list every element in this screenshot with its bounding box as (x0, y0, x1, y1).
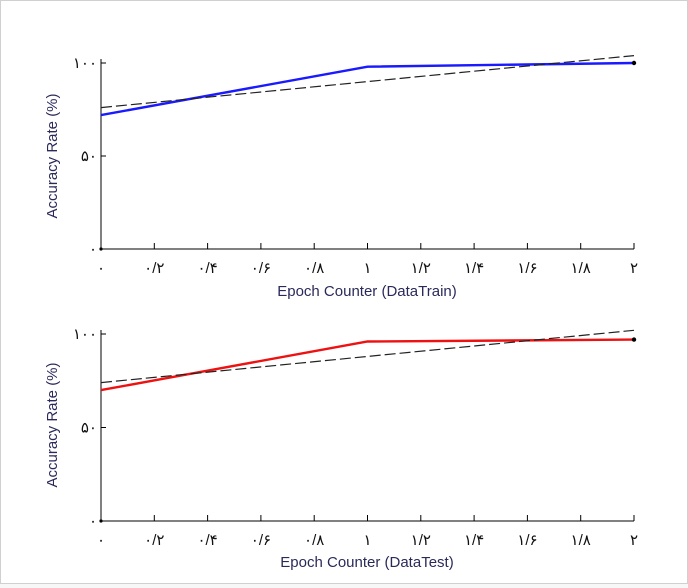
top-chart-x-tick-label: ٠/۴ (197, 260, 217, 277)
bottom-chart-x-tick-label: ٠/۴ (197, 532, 217, 549)
bottom-chart-trend-line-dashed (100, 329, 635, 384)
bottom-chart-origin-marker (99, 519, 103, 523)
bottom-chart-y-tick-label: ١٠٠ (73, 326, 97, 343)
bottom-chart-y-tick-label: ۵٠ (81, 420, 97, 437)
bottom-chart-x-tick-label: ١/۶ (517, 532, 537, 549)
top-chart-x-tick-label: ١/۴ (464, 260, 484, 277)
bottom-chart-x-tick-label: ١/٢ (411, 532, 431, 549)
bottom-chart-x-tick-label: ٠/٢ (144, 532, 164, 549)
bottom-chart-y-axis-label: Accuracy Rate (%) (44, 362, 61, 487)
bottom-chart-x-axis-label: Epoch Counter (DataTest) (280, 554, 453, 571)
top-chart-x-axis-label: Epoch Counter (DataTrain) (277, 283, 457, 300)
bottom-chart-x-tick-label: ٢ (630, 532, 638, 549)
bottom-chart-accuracy-line (100, 338, 635, 392)
top-chart-end-marker (631, 60, 637, 66)
top-chart-x-tick-label: ٠/٢ (144, 260, 164, 277)
top-chart-x-tick-label: ١/٨ (571, 260, 591, 277)
top-chart-y-tick-label: ١٠٠ (73, 55, 97, 72)
top-chart-x-tick-label: ١ (363, 260, 371, 277)
bottom-chart-x-tick-label: ١ (363, 532, 371, 549)
bottom-chart-x-tick-label: ٠/٨ (304, 532, 324, 549)
top-chart-origin-marker (99, 247, 103, 251)
top-chart-y-axis-label: Accuracy Rate (%) (44, 93, 61, 218)
bottom-chart-x-tick-label: ١/۴ (464, 532, 484, 549)
top-chart-y-tick-label: ٠ (89, 241, 97, 258)
top-chart-y-tick-label: ۵٠ (81, 148, 97, 165)
bottom-chart-end-marker (631, 337, 637, 342)
top-chart-accuracy-line (100, 61, 635, 117)
bottom-chart-x-tick-label: ٠ (97, 532, 105, 549)
bottom-chart-x-tick-label: ٠/۶ (251, 532, 271, 549)
top-chart-x-tick-label: ١/۶ (517, 260, 537, 277)
bottom-chart-panel: Accuracy Rate (%) Epoch Counter (DataTes… (44, 326, 638, 571)
top-chart-x-tick-label: ٠/٨ (304, 260, 324, 277)
top-chart-x-tick-label: ١/٢ (411, 260, 431, 277)
top-chart-x-tick-label: ٢ (630, 260, 638, 277)
top-chart-panel: Accuracy Rate (%) Epoch Counter (DataTra… (44, 55, 638, 300)
top-chart-x-tick-label: ٠ (97, 260, 105, 277)
bottom-chart-x-tick-label: ١/٨ (571, 532, 591, 549)
bottom-chart-y-tick-label: ٠ (89, 513, 97, 530)
top-chart-trend-line-dashed (100, 55, 635, 109)
top-chart-x-tick-label: ٠/۶ (251, 260, 271, 277)
